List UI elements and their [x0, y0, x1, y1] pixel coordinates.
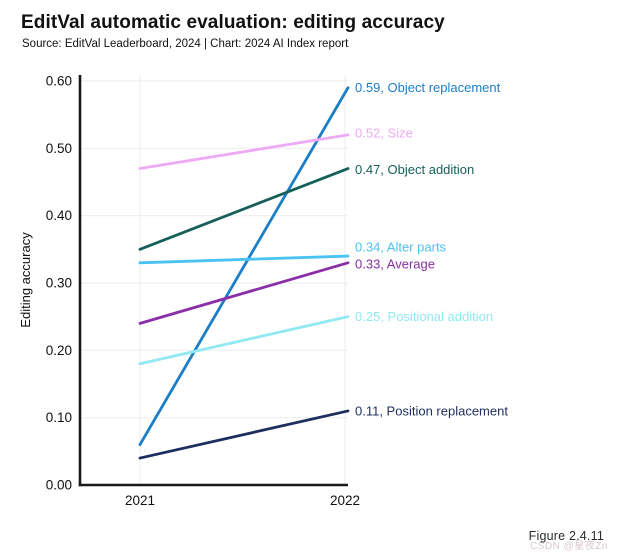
series-label-positional-addition: 0.25, Positional addition: [355, 309, 493, 324]
series-label-alter-parts: 0.34, Alter parts: [355, 240, 447, 255]
series-line-position-replacement: [138, 409, 350, 460]
y-tick-label: 0.40: [46, 208, 72, 223]
series-label-position-replacement: 0.11, Position replacement: [355, 403, 508, 418]
y-tick-label: 0.10: [46, 410, 72, 425]
series-label-object-addition: 0.47, Object addition: [355, 162, 474, 177]
y-axis-title: Editing accuracy: [18, 232, 33, 328]
series-line-object-addition: [138, 167, 350, 251]
chart-source-subtitle: Source: EditVal Leaderboard, 2024 | Char…: [22, 38, 349, 50]
page-title: EditVal automatic evaluation: editing ac…: [21, 12, 445, 33]
series-line-average: [138, 261, 350, 325]
y-tick-label: 0.50: [46, 141, 72, 156]
series-label-average: 0.33, Average: [355, 256, 435, 271]
series-line-object-replacement: [138, 86, 350, 447]
series-line-positional-addition: [138, 315, 350, 366]
series-label-size: 0.52, Size: [355, 125, 413, 140]
series-label-object-replacement: 0.59, Object replacement: [355, 80, 501, 95]
y-tick-label: 0.30: [46, 276, 72, 291]
x-tick-label: 2021: [125, 493, 155, 508]
series-line-alter-parts: [138, 254, 350, 265]
x-tick-label: 2022: [330, 493, 360, 508]
series-line-size: [138, 133, 350, 170]
figure-caption: Figure 2.4.11: [528, 529, 604, 543]
y-tick-label: 0.60: [46, 74, 72, 89]
y-tick-label: 0.00: [46, 478, 72, 493]
y-tick-label: 0.20: [46, 343, 72, 358]
